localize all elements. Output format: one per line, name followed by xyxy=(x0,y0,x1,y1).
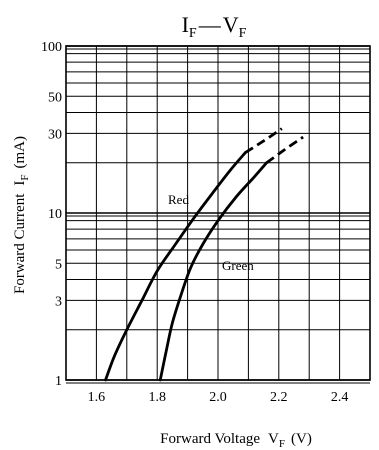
series-line-green xyxy=(158,161,269,382)
y-tick-label: 30 xyxy=(48,127,62,142)
x-tick-label: 2.2 xyxy=(270,390,288,405)
y-axis-label: Forward Current IF (mA) xyxy=(12,136,31,294)
series-label-green: Green xyxy=(222,258,254,273)
series-label-red: Red xyxy=(168,192,189,207)
x-tick-label: 1.6 xyxy=(88,390,106,405)
series-line-red xyxy=(104,151,247,382)
title-second-sub: F xyxy=(239,26,247,41)
y-tick-label: 5 xyxy=(55,257,62,272)
x-axis-label: Forward Voltage VF (V) xyxy=(160,431,312,450)
y-axis-label-symbol: I xyxy=(12,181,28,186)
grid xyxy=(65,45,371,384)
y-axis-label-unit: (mA) xyxy=(12,136,28,169)
title-main-sub: F xyxy=(189,26,197,41)
title-main: I xyxy=(182,12,189,37)
y-tick-label: 50 xyxy=(48,90,62,105)
tick-labels: 1.6 1.8 2.0 2.2 2.4 1 3 5 10 30 50 100 xyxy=(41,40,348,405)
y-tick-label: 10 xyxy=(48,207,62,222)
y-axis-label-sub: F xyxy=(19,174,31,180)
series-line-green-dashed xyxy=(265,135,304,164)
x-tick-label: 1.8 xyxy=(148,390,166,405)
chart-title: IF—VF xyxy=(182,12,247,41)
x-axis-label-symbol: V xyxy=(268,431,279,447)
y-axis-label-text: Forward Current xyxy=(12,193,28,294)
plot-frame xyxy=(65,45,371,381)
x-tick-label: 2.4 xyxy=(331,390,349,405)
x-axis-label-unit: (V) xyxy=(291,431,312,447)
y-tick-label: 1 xyxy=(55,374,62,389)
title-dash: — xyxy=(198,12,222,37)
y-tick-label: 3 xyxy=(55,294,62,309)
title-second: V xyxy=(223,12,239,37)
x-axis-label-text: Forward Voltage xyxy=(160,431,260,447)
y-tick-label: 100 xyxy=(41,40,62,55)
x-tick-label: 2.0 xyxy=(209,390,227,405)
series-layer xyxy=(104,127,304,382)
x-axis-label-sub: F xyxy=(279,438,285,450)
series-line-red-dashed xyxy=(244,127,283,154)
